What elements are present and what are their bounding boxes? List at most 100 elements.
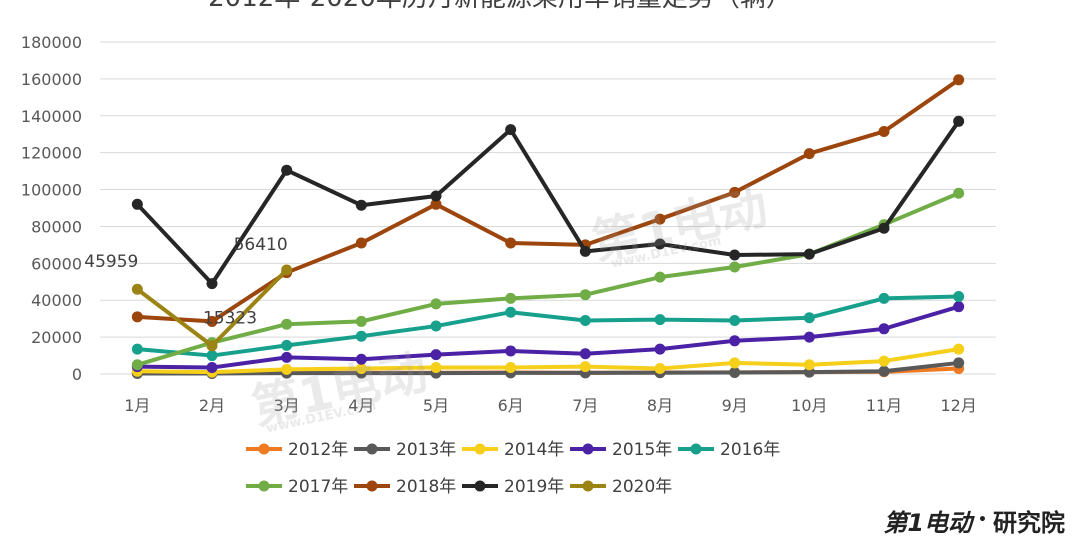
x-tick-label: 1月	[124, 396, 150, 415]
data-point	[654, 213, 666, 225]
y-tick-label: 20000	[31, 328, 82, 347]
data-point	[505, 362, 517, 374]
data-point	[505, 292, 517, 304]
data-point	[729, 335, 741, 347]
data-point	[281, 164, 293, 176]
footer-brand: 第1电动 • 研究院	[883, 503, 1065, 537]
y-tick-label: 60000	[31, 254, 82, 273]
data-point	[355, 330, 367, 342]
data-point	[953, 291, 965, 303]
legend-marker	[582, 443, 594, 455]
legend-item: 2013年	[354, 440, 456, 460]
data-point	[878, 323, 890, 335]
series-2016年	[131, 291, 965, 362]
data-point	[579, 245, 591, 257]
legend-label: 2015年	[612, 440, 672, 460]
legend-marker	[366, 480, 378, 492]
data-point	[505, 345, 517, 357]
chart-title: 2012年-2020年历月新能源乘用车销量走势（辆）	[208, 0, 792, 13]
data-point	[654, 271, 666, 283]
data-point	[281, 351, 293, 363]
data-point	[729, 315, 741, 327]
data-point	[355, 362, 367, 374]
series-line	[135, 119, 961, 286]
y-axis: 0 20000 40000 60000 80000 100000 120000 140000 1…	[21, 33, 82, 384]
series-layer	[131, 74, 965, 379]
data-point	[953, 343, 965, 355]
data-label: 45959	[84, 252, 138, 272]
data-point	[206, 278, 218, 290]
data-point	[206, 362, 218, 374]
data-point	[953, 115, 965, 127]
data-point	[579, 361, 591, 373]
data-point	[878, 292, 890, 304]
data-point	[953, 187, 965, 199]
data-point	[281, 339, 293, 351]
y-tick-label: 140000	[21, 107, 82, 126]
series-line	[135, 294, 961, 358]
data-point	[430, 362, 442, 374]
series-line	[135, 304, 961, 370]
data-point	[803, 148, 815, 160]
y-tick-label: 180000	[21, 33, 82, 52]
series-line	[135, 191, 961, 367]
legend-marker	[582, 480, 594, 492]
data-point	[281, 363, 293, 375]
legend-marker	[690, 443, 702, 455]
data-point	[430, 198, 442, 210]
y-tick-label: 100000	[21, 181, 82, 200]
x-tick-label: 10月	[791, 396, 827, 415]
annotations-layer: 45959 15323 56410	[84, 235, 287, 329]
data-point	[131, 311, 143, 323]
series-line	[135, 360, 961, 376]
data-point	[505, 306, 517, 318]
data-point	[281, 264, 293, 276]
data-point	[355, 199, 367, 211]
legend-label: 2013年	[396, 440, 456, 460]
data-point	[355, 353, 367, 365]
data-point	[803, 331, 815, 343]
data-point	[579, 289, 591, 301]
data-point	[654, 238, 666, 250]
data-point	[654, 314, 666, 326]
x-axis: 1月 2月 3月 4月 5月 6月 7月 8月 9月 10月 11月 12月	[124, 396, 977, 415]
y-tick-label: 120000	[21, 144, 82, 163]
series-2020年	[131, 264, 293, 352]
legend-label: 2020年	[612, 477, 672, 497]
data-point	[878, 355, 890, 367]
data-point	[729, 186, 741, 198]
data-point	[803, 248, 815, 260]
data-label: 56410	[234, 235, 288, 255]
legend-marker	[474, 480, 486, 492]
legend-marker	[474, 443, 486, 455]
data-point	[206, 350, 218, 362]
data-point	[803, 312, 815, 324]
y-tick-label: 80000	[31, 217, 82, 236]
data-point	[729, 367, 741, 379]
legend-item: 2016年	[678, 440, 780, 460]
x-tick-label: 11月	[866, 396, 902, 415]
series-2019年	[131, 115, 965, 290]
data-point	[654, 343, 666, 355]
data-point	[206, 315, 218, 327]
legend-item: 2012年	[246, 440, 348, 460]
data-point	[131, 359, 143, 371]
data-point	[131, 283, 143, 295]
brand-logo: 第1电动	[883, 508, 973, 537]
data-point	[505, 237, 517, 249]
data-label: 15323	[203, 309, 257, 329]
legend-marker	[258, 443, 270, 455]
legend-label: 2016年	[720, 440, 780, 460]
legend-label: 2018年	[396, 477, 456, 497]
data-point	[430, 349, 442, 361]
data-point	[729, 249, 741, 261]
legend-label: 2019年	[504, 477, 564, 497]
data-point	[131, 343, 143, 355]
data-point	[953, 301, 965, 313]
legend-label: 2017年	[288, 477, 348, 497]
series-line	[135, 347, 961, 375]
y-tick-label: 160000	[21, 70, 82, 89]
legend-marker	[258, 480, 270, 492]
data-point	[803, 359, 815, 371]
series-2018年	[131, 74, 965, 327]
